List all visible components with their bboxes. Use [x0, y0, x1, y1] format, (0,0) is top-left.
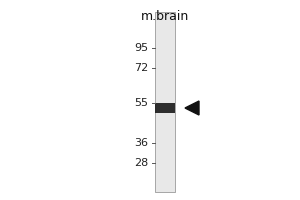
- Bar: [155, 103, 175, 113]
- Text: 72: 72: [134, 63, 148, 73]
- Text: 36: 36: [134, 138, 148, 148]
- Text: 95: 95: [134, 43, 148, 53]
- Text: 55: 55: [134, 98, 148, 108]
- Polygon shape: [185, 101, 199, 115]
- Text: m.brain: m.brain: [141, 10, 189, 23]
- Text: 28: 28: [134, 158, 148, 168]
- Bar: [155, 12, 175, 192]
